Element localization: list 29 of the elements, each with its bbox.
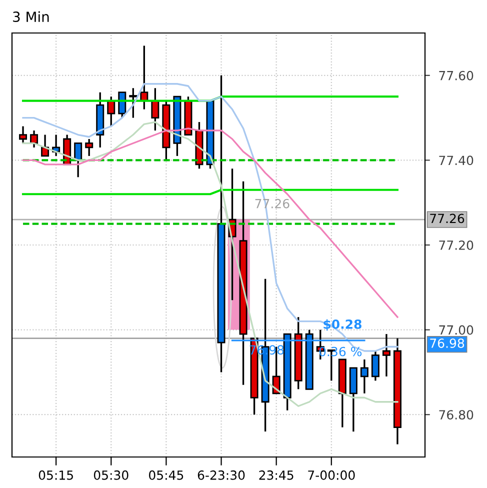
- ref-line-label: 77.26: [430, 214, 464, 224]
- chart-title: 3 Min: [13, 11, 49, 22]
- line-series: [22, 128, 398, 318]
- y-tick-label: 77.60: [439, 70, 474, 80]
- x-tick-label: 05:45: [149, 470, 184, 480]
- ref-line-label: 76.98: [430, 338, 464, 348]
- annotation: $0.28: [324, 319, 362, 331]
- y-tick-label: 76.80: [439, 410, 474, 420]
- x-tick-label: 05:30: [94, 470, 128, 480]
- x-tick-label: 7-00:00: [308, 470, 355, 480]
- candlestick: [151, 87, 160, 132]
- y-tick-label: 77.00: [439, 325, 474, 335]
- annotation: 76.98: [250, 345, 284, 355]
- candlestick: [30, 130, 38, 148]
- y-tick-label: 77.20: [439, 240, 474, 250]
- candlestick: [74, 142, 82, 178]
- candlestick: [371, 350, 380, 382]
- candlestick: [118, 92, 126, 119]
- candlestick: [382, 333, 390, 378]
- line-series: [22, 121, 398, 407]
- candlestick: [85, 138, 94, 157]
- y-tick-label: 77.40: [439, 156, 474, 166]
- x-tick-label: 6-23:30: [198, 470, 245, 480]
- candlestick: [107, 96, 116, 128]
- candlestick: [129, 87, 138, 119]
- x-tick-label: 23:45: [259, 470, 294, 480]
- candlestick: [19, 125, 28, 144]
- candlestick: [360, 358, 368, 394]
- x-tick-label: 05:15: [38, 470, 73, 480]
